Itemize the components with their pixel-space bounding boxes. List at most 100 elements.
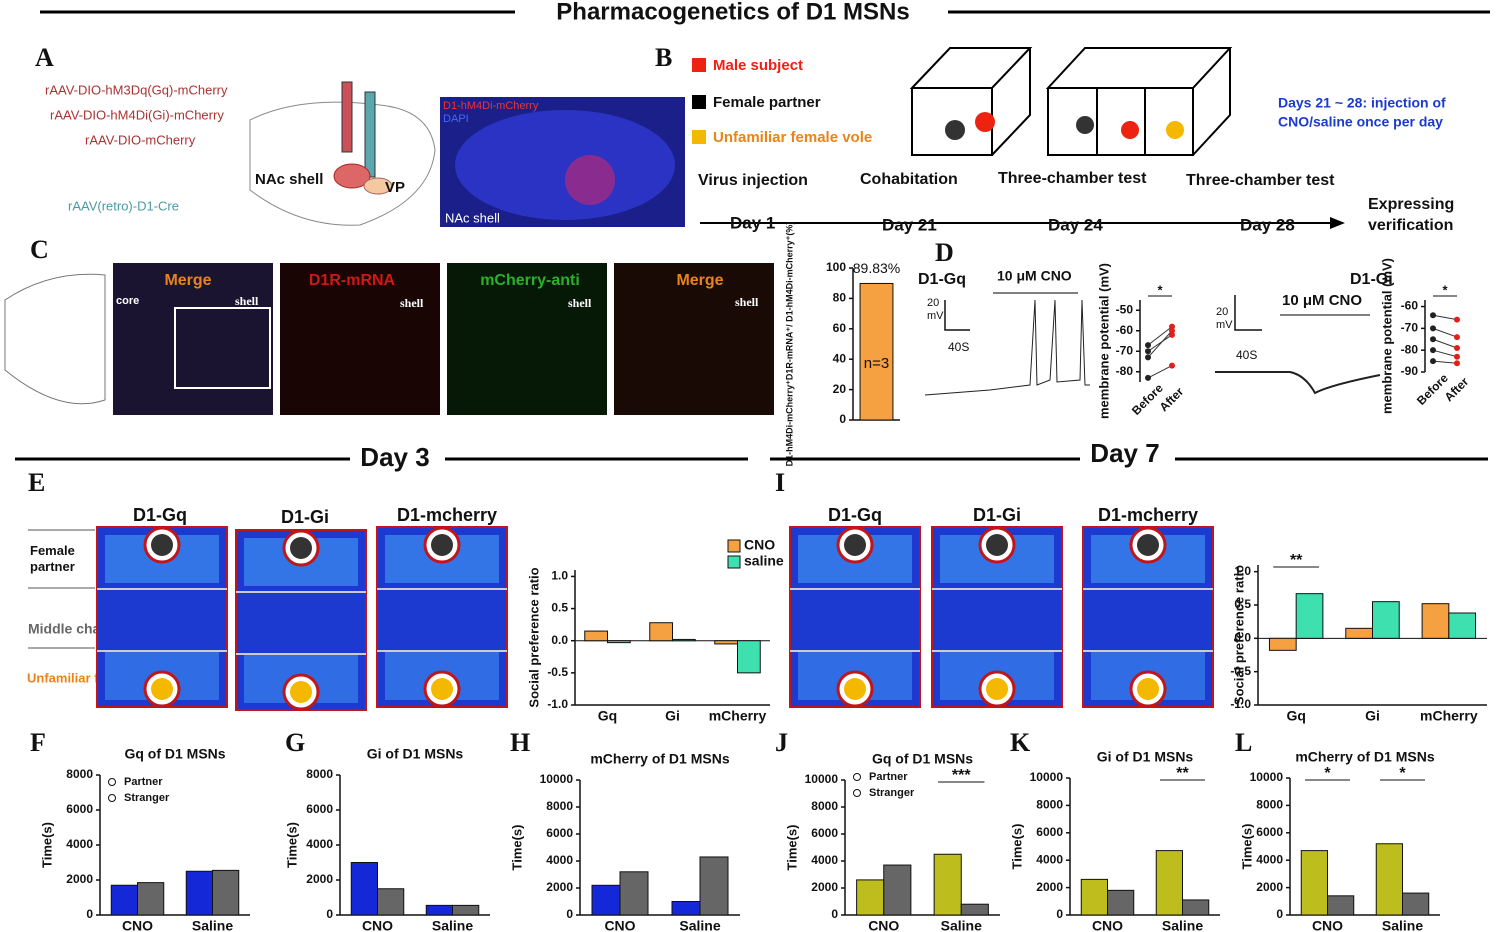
drug-label: 10 μM CNO bbox=[1282, 292, 1362, 309]
timeline-day: Day 24 bbox=[1048, 215, 1103, 234]
image-label: D1-hM4Di-mCherry bbox=[443, 100, 539, 112]
scale-label: 40S bbox=[1236, 348, 1257, 362]
scale-bar bbox=[944, 300, 970, 331]
panel-letter: A bbox=[35, 43, 54, 72]
legend-label: Female partner bbox=[713, 94, 821, 111]
point bbox=[1169, 327, 1175, 334]
point bbox=[1454, 360, 1460, 367]
point bbox=[1169, 331, 1175, 338]
y-tick-label: -1.0 bbox=[1230, 697, 1251, 711]
panel-letter: D bbox=[935, 238, 954, 267]
bar bbox=[859, 282, 894, 421]
y-tick-label: 8000 bbox=[1256, 798, 1283, 812]
x-tick-label: Saline bbox=[432, 918, 473, 932]
heatmaps bbox=[96, 526, 1214, 711]
legend-swatch bbox=[692, 95, 706, 109]
legend-marker bbox=[108, 778, 116, 786]
image-label: shell bbox=[400, 296, 424, 310]
region-label: VP bbox=[385, 179, 405, 196]
y-tick-label: 8000 bbox=[306, 767, 333, 781]
region-label: NAc shell bbox=[255, 171, 323, 188]
timeline-end: verification bbox=[1368, 217, 1453, 234]
annotation: * bbox=[1157, 282, 1163, 297]
y-tick-label: 0 bbox=[86, 907, 93, 921]
x-tick-label: Saline bbox=[192, 918, 233, 932]
bar bbox=[110, 884, 138, 916]
y-tick-label: 80 bbox=[833, 291, 847, 305]
bar bbox=[883, 864, 912, 916]
bar bbox=[1155, 850, 1183, 916]
y-tick-label: 1.0 bbox=[551, 569, 568, 583]
y-axis-label: Time(s) bbox=[509, 825, 524, 871]
trace bbox=[924, 299, 1090, 396]
x-tick-label: Gi bbox=[1365, 708, 1380, 724]
bar bbox=[591, 884, 621, 916]
virus: rAAV(retro)-D1-Cre bbox=[68, 198, 179, 213]
y-tick-label: 2000 bbox=[306, 872, 333, 886]
y-tick-label: 8000 bbox=[811, 799, 838, 813]
timeline-step: Three-chamber test bbox=[1186, 172, 1335, 189]
legend-swatch bbox=[692, 58, 706, 72]
y-axis-label: Time(s) bbox=[39, 822, 54, 868]
y-tick-label: 20 bbox=[833, 382, 847, 396]
y-tick-label: 0.0 bbox=[551, 633, 568, 647]
bar bbox=[425, 904, 453, 916]
timeline-day: Day 28 bbox=[1240, 215, 1295, 234]
y-tick-label: 0 bbox=[566, 907, 573, 921]
note: CNO/saline once per day bbox=[1278, 114, 1443, 130]
image-label: shell bbox=[735, 295, 759, 309]
bar bbox=[1421, 603, 1450, 639]
note: Days 21 ~ 28: injection of bbox=[1278, 95, 1446, 111]
point bbox=[1145, 342, 1151, 349]
trace-label: D1-Gi bbox=[1350, 271, 1393, 288]
y-tick-label: 0.0 bbox=[1234, 631, 1251, 645]
bar bbox=[671, 901, 701, 916]
bar bbox=[607, 640, 631, 644]
point bbox=[1454, 334, 1460, 341]
bar bbox=[377, 888, 405, 916]
section-title: Day 3 bbox=[360, 442, 429, 472]
y-tick-label: 0 bbox=[326, 907, 333, 921]
chart-title: Gq of D1 MSNs bbox=[124, 746, 225, 762]
vole bbox=[844, 678, 866, 700]
bar bbox=[350, 862, 378, 916]
bar bbox=[737, 640, 761, 674]
vole bbox=[290, 681, 312, 703]
scale-label: 40S bbox=[948, 340, 969, 354]
vole bbox=[986, 534, 1008, 556]
value-label: 89.83% bbox=[853, 260, 900, 276]
bar bbox=[1295, 593, 1324, 639]
vole bbox=[290, 537, 312, 559]
legend-swatch bbox=[727, 539, 741, 553]
bar bbox=[1300, 850, 1328, 916]
y-tick-label: 100 bbox=[826, 260, 846, 274]
panel-letter: J bbox=[775, 728, 788, 757]
image-label: DAPI bbox=[443, 113, 469, 125]
legend-label: Stranger bbox=[869, 787, 915, 799]
y-axis-label: Time(s) bbox=[784, 825, 799, 871]
vole bbox=[1076, 116, 1094, 134]
region bbox=[333, 163, 371, 189]
y-tick-label: 10000 bbox=[1250, 770, 1284, 784]
pair-line bbox=[1147, 365, 1173, 379]
panel-letter: B bbox=[655, 43, 672, 72]
x-tick-label: mCherry bbox=[1420, 708, 1478, 724]
virus: rAAV-DIO-mCherry bbox=[85, 132, 196, 147]
x-tick-label: CNO bbox=[122, 918, 153, 932]
y-axis-label: D1-hM4Di-mCherry⁺D1R-mRNA⁺/ D1-hM4Di-mCh… bbox=[784, 222, 794, 467]
legend-marker bbox=[108, 794, 116, 802]
y-tick-label: 6000 bbox=[546, 826, 573, 840]
chart-title: Gq of D1 MSNs bbox=[872, 751, 973, 767]
bar bbox=[584, 630, 608, 642]
y-tick-label: -0.5 bbox=[1230, 664, 1251, 678]
vole bbox=[1166, 121, 1184, 139]
panel-letter: H bbox=[510, 728, 530, 757]
scale-label: 20 bbox=[927, 297, 939, 309]
panel-letter: F bbox=[30, 728, 46, 757]
image-label: core bbox=[116, 295, 139, 307]
bar bbox=[960, 903, 989, 916]
point bbox=[1169, 362, 1175, 369]
panel-letter: C bbox=[30, 235, 49, 264]
micrograph bbox=[447, 263, 607, 415]
point bbox=[1430, 347, 1436, 354]
